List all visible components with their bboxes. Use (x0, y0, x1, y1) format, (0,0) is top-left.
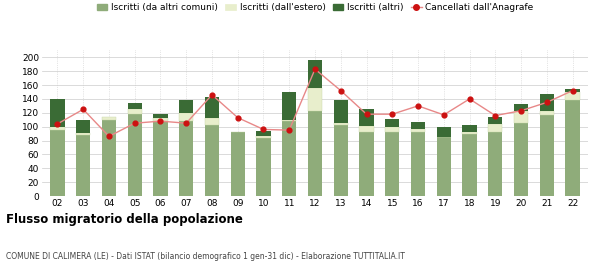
Point (413, 104, 423, 108)
Bar (76, 120, 90, 133)
Text: Flusso migratorio della popolazione: Flusso migratorio della popolazione (6, 213, 243, 226)
Bar (437, 127, 451, 137)
Bar (385, 119, 400, 127)
Bar (359, 109, 374, 126)
Bar (179, 113, 193, 121)
Bar (463, 132, 476, 134)
Point (490, 113, 500, 118)
Point (79, 107, 88, 111)
Bar (154, 114, 167, 118)
Point (516, 108, 526, 113)
Bar (282, 121, 296, 196)
Point (439, 113, 449, 117)
Bar (540, 111, 554, 115)
Point (53, 122, 62, 126)
Bar (514, 104, 528, 111)
Legend: Iscritti (da altri comuni), Iscritti (dall'estero), Iscritti (altri), Cancellati: Iscritti (da altri comuni), Iscritti (da… (93, 0, 537, 16)
Bar (411, 132, 425, 196)
Bar (256, 131, 271, 136)
Bar (385, 132, 400, 196)
Point (465, 97, 475, 101)
Bar (488, 132, 502, 196)
Point (310, 67, 320, 71)
Bar (256, 136, 271, 138)
Bar (565, 92, 580, 100)
Bar (179, 121, 193, 196)
Bar (205, 125, 219, 196)
Bar (308, 111, 322, 196)
Point (542, 100, 551, 105)
Bar (385, 127, 400, 132)
Bar (128, 114, 142, 196)
Bar (565, 100, 580, 196)
Bar (256, 138, 271, 196)
Bar (76, 135, 90, 196)
Bar (230, 132, 245, 196)
Bar (488, 117, 502, 124)
Bar (154, 121, 167, 196)
Bar (488, 124, 502, 132)
Point (155, 119, 165, 123)
Bar (334, 100, 348, 123)
Point (207, 92, 217, 97)
Bar (102, 117, 116, 120)
Point (130, 121, 140, 125)
Bar (128, 103, 142, 109)
Point (181, 121, 191, 125)
Bar (308, 60, 322, 88)
Bar (102, 120, 116, 196)
Text: COMUNE DI CALIMERA (LE) - Dati ISTAT (bilancio demografico 1 gen-31 dic) - Elabo: COMUNE DI CALIMERA (LE) - Dati ISTAT (bi… (6, 252, 405, 261)
Bar (128, 109, 142, 114)
Bar (514, 123, 528, 196)
Bar (540, 115, 554, 196)
Point (362, 112, 371, 116)
Point (284, 128, 294, 132)
Bar (205, 118, 219, 125)
Point (336, 88, 346, 93)
Bar (50, 127, 65, 130)
Bar (437, 137, 451, 196)
Bar (463, 134, 476, 196)
Bar (76, 133, 90, 135)
Bar (565, 88, 580, 92)
Point (233, 115, 242, 120)
Bar (359, 132, 374, 196)
Bar (154, 118, 167, 121)
Point (388, 112, 397, 116)
Point (104, 134, 114, 139)
Bar (411, 129, 425, 132)
Point (259, 127, 268, 132)
Bar (50, 130, 65, 196)
Bar (514, 111, 528, 123)
Bar (282, 120, 296, 121)
Bar (308, 88, 322, 111)
Bar (179, 100, 193, 113)
Bar (411, 122, 425, 129)
Point (568, 88, 577, 93)
Bar (334, 123, 348, 125)
Bar (205, 97, 219, 118)
Bar (334, 125, 348, 196)
Bar (50, 99, 65, 127)
Bar (282, 92, 296, 120)
Bar (463, 125, 476, 132)
Bar (540, 94, 554, 111)
Bar (359, 126, 374, 132)
